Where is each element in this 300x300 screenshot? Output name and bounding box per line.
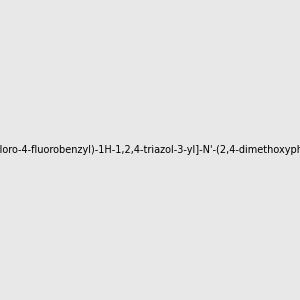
Text: N-[1-(2-chloro-4-fluorobenzyl)-1H-1,2,4-triazol-3-yl]-N'-(2,4-dimethoxyphenyl)ur: N-[1-(2-chloro-4-fluorobenzyl)-1H-1,2,4-… (0, 145, 300, 155)
